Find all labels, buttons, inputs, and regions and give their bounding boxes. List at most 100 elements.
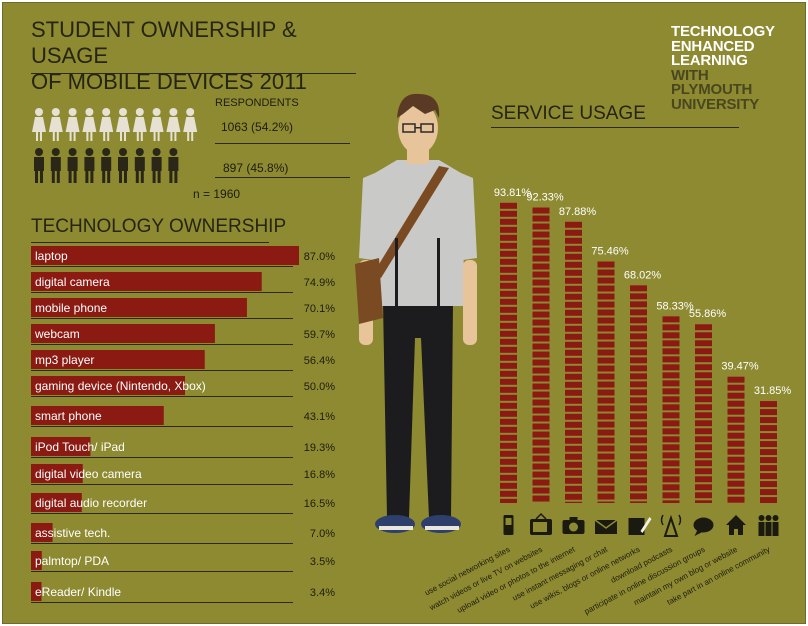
- service-value-label: 87.88%: [559, 206, 597, 218]
- ownership-bar: [31, 437, 91, 456]
- ownership-underline: [31, 242, 269, 243]
- ownership-divider: [31, 426, 293, 427]
- ownership-title: TECHNOLOGY OWNERSHIP: [31, 216, 287, 237]
- service-bar: [662, 316, 680, 503]
- service-value-label: 75.46%: [591, 246, 629, 258]
- ownership-divider: [31, 602, 293, 603]
- ownership-value-label: 50.0%: [304, 381, 335, 393]
- ownership-category-label: gaming device (Nintendo, Xbox): [35, 379, 206, 393]
- ownership-bar: [31, 551, 42, 570]
- brand-line-1: TECHNOLOGY: [671, 23, 775, 40]
- female-divider: [215, 143, 350, 144]
- respondents-label: RESPONDENTS: [215, 97, 299, 109]
- ownership-category-label: iPod Touch/ iPad: [35, 440, 125, 454]
- service-value-label: 55.86%: [689, 308, 727, 320]
- female-figure-icon: [166, 108, 181, 141]
- speech-bubble-icon: [693, 517, 714, 536]
- service-bar: [532, 207, 550, 504]
- ownership-divider: [31, 344, 293, 345]
- female-figure-icon: [132, 108, 147, 141]
- brand-line-4: WITH: [671, 66, 709, 84]
- ownership-bar: [31, 406, 164, 425]
- male-figure-icon: [84, 148, 95, 183]
- ownership-value-label: 87.0%: [304, 251, 335, 263]
- ownership-chart: laptop 87.0% digital camera 74.9% mobile pho…: [31, 246, 335, 603]
- ownership-bar: [31, 523, 53, 542]
- female-figure-icon: [99, 108, 114, 141]
- service-bar: [760, 401, 777, 503]
- ownership-category-label: smart phone: [35, 409, 102, 423]
- service-usage-chart: 93.81%use social networking sites92.33%w…: [423, 187, 791, 616]
- brand-line-5: PLYMOUTH: [671, 81, 753, 98]
- male-figure-icon: [50, 148, 61, 183]
- ownership-divider: [31, 396, 293, 397]
- ownership-divider: [31, 513, 293, 514]
- page-title: STUDENT OWNERSHIP & USAGE OF MOBILE DEVI…: [31, 17, 371, 95]
- ownership-bar: [31, 464, 83, 483]
- ownership-divider: [31, 318, 293, 319]
- ownership-value-label: 70.1%: [304, 303, 335, 315]
- service-bar: [695, 324, 712, 503]
- ownership-bar: [31, 376, 186, 395]
- brand-line-3: LEARNING: [671, 52, 748, 69]
- ownership-category-label: digital audio recorder: [35, 496, 147, 510]
- total-respondents: n = 1960: [193, 187, 241, 201]
- service-value-label: 58.33%: [656, 300, 694, 312]
- mobile-phone-icon: [503, 515, 514, 535]
- ownership-divider: [31, 266, 293, 267]
- female-figure-icon: [65, 108, 80, 141]
- female-figure-icon: [48, 108, 63, 141]
- service-value-label: 93.81%: [494, 187, 532, 199]
- ownership-divider: [31, 571, 293, 572]
- student-illustration: [355, 93, 477, 533]
- ownership-divider: [31, 292, 293, 293]
- male-figure-icon: [101, 148, 112, 183]
- service-bar: [727, 376, 745, 505]
- male-figure-icon: [134, 148, 145, 183]
- ownership-category-label: mobile phone: [35, 301, 107, 315]
- ownership-bar: [31, 298, 247, 317]
- service-value-label: 92.33%: [526, 192, 564, 204]
- ownership-value-label: 3.4%: [310, 587, 335, 599]
- ownership-value-label: 74.9%: [304, 277, 335, 289]
- female-figure-icon: [32, 108, 46, 141]
- ownership-bar: [31, 582, 42, 601]
- title-underline: [31, 73, 356, 74]
- female-figure-icon: [116, 108, 130, 141]
- service-value-label: 68.02%: [624, 269, 662, 281]
- male-figure-icon: [34, 148, 44, 183]
- female-figure-icon: [82, 108, 97, 141]
- ownership-value-label: 7.0%: [310, 528, 335, 540]
- ownership-divider: [31, 484, 293, 485]
- service-value-label: 39.47%: [721, 361, 759, 373]
- ownership-value-label: 3.5%: [310, 556, 335, 568]
- ownership-bar: [31, 272, 262, 291]
- male-figures: [34, 148, 179, 183]
- ownership-bar: [31, 350, 205, 369]
- male-figure-icon: [151, 148, 162, 183]
- ownership-category-label: mp3 player: [35, 353, 94, 367]
- ownership-category-label: palmtop/ PDA: [35, 554, 109, 568]
- brand-line-6: UNIVERSITY: [671, 95, 760, 113]
- male-figure-icon: [118, 148, 128, 183]
- ownership-bar: [31, 324, 215, 343]
- female-count: 1063 (54.2%): [221, 120, 294, 134]
- male-figure-icon: [67, 148, 78, 183]
- envelope-icon: [594, 519, 618, 534]
- camera-icon: [562, 517, 585, 534]
- service-bar: [630, 285, 647, 503]
- ownership-value-label: 16.8%: [304, 469, 335, 481]
- ownership-value-label: 43.1%: [304, 411, 335, 423]
- male-count: 897 (45.8%): [223, 161, 289, 175]
- tv-icon: [530, 512, 552, 535]
- female-figure-icon: [183, 108, 198, 141]
- ownership-divider: [31, 457, 293, 458]
- service-bar: [500, 202, 517, 504]
- service-underline: [491, 127, 739, 128]
- service-bar: [565, 221, 582, 503]
- ownership-category-label: laptop: [35, 249, 68, 263]
- male-figure-icon: [168, 148, 179, 183]
- brand-logo: TECHNOLOGY ENHANCED LEARNING WITH PLYMOU…: [671, 23, 801, 113]
- ownership-bar: [31, 493, 82, 512]
